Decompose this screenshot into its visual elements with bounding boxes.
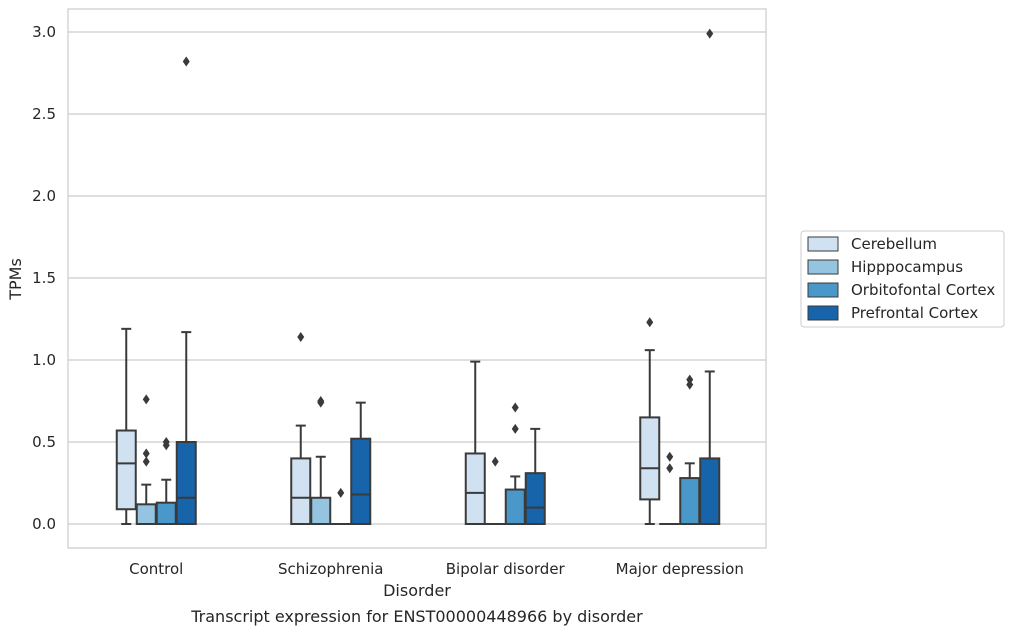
box-orbitofontal-cortex bbox=[155, 437, 177, 525]
y-tick-label: 2.0 bbox=[32, 187, 56, 205]
box-body bbox=[699, 457, 721, 525]
outlier-point bbox=[511, 402, 519, 413]
x-tick-label: Major depression bbox=[616, 560, 744, 578]
legend-swatch bbox=[807, 259, 839, 275]
box-body bbox=[639, 416, 661, 501]
outlier-point bbox=[666, 451, 674, 462]
legend-swatch bbox=[807, 236, 839, 252]
box-body bbox=[175, 441, 197, 525]
boxes bbox=[115, 28, 721, 526]
box-body bbox=[155, 501, 177, 525]
outlier-point bbox=[162, 437, 170, 447]
outlier-point bbox=[491, 456, 499, 467]
box-body bbox=[504, 488, 526, 525]
outlier-point bbox=[317, 396, 325, 406]
y-tick-label: 0.5 bbox=[32, 433, 56, 451]
legend-label: Hipppocampus bbox=[851, 258, 963, 276]
outlier-point bbox=[142, 394, 150, 405]
legend-frame bbox=[800, 230, 1005, 328]
x-tick-label: Control bbox=[129, 560, 183, 578]
box-prefrontal-cortex bbox=[524, 427, 546, 526]
box-cerebellum bbox=[464, 360, 486, 526]
legend-swatch bbox=[807, 282, 839, 298]
box-hipppocampus bbox=[310, 396, 332, 526]
y-tick-label: 1.5 bbox=[32, 269, 56, 287]
box-cerebellum bbox=[115, 327, 137, 525]
box-body bbox=[290, 457, 312, 525]
box-body bbox=[115, 429, 137, 511]
box-prefrontal-cortex bbox=[350, 401, 372, 525]
outlier-point bbox=[142, 448, 150, 459]
box-hipppocampus bbox=[659, 451, 681, 526]
y-tick-label: 2.5 bbox=[32, 105, 56, 123]
y-tick-labels: 0.0 0.5 1.0 1.5 2.0 2.5 3.0 bbox=[32, 23, 56, 533]
y-tick-label: 1.0 bbox=[32, 351, 56, 369]
legend: Cerebellum Hipppocampus Orbitofontal Corte… bbox=[800, 230, 1005, 328]
box-orbitofontal-cortex bbox=[679, 374, 701, 525]
figure-caption: Transcript expression for ENST0000044896… bbox=[190, 607, 643, 626]
box-orbitofontal-cortex bbox=[330, 487, 352, 526]
outlier-point bbox=[337, 487, 345, 498]
legend-label: Orbitofontal Cortex bbox=[851, 281, 995, 299]
y-tick-label: 3.0 bbox=[32, 23, 56, 41]
outlier-point bbox=[297, 332, 305, 343]
outlier-point bbox=[182, 56, 190, 67]
x-tick-labels: Control Schizophrenia Bipolar disorder Majo… bbox=[129, 560, 744, 578]
y-tick-label: 0.0 bbox=[32, 515, 56, 533]
outlier-point bbox=[142, 456, 150, 467]
box-prefrontal-cortex bbox=[699, 28, 721, 525]
box-body bbox=[350, 437, 372, 525]
outlier-point bbox=[646, 317, 654, 328]
box-body bbox=[135, 503, 157, 526]
x-tick-label: Bipolar disorder bbox=[446, 560, 566, 578]
grid-lines bbox=[68, 31, 766, 525]
outlier-point bbox=[666, 463, 674, 474]
box-body bbox=[679, 477, 701, 525]
y-axis-label: TPMs bbox=[6, 258, 25, 301]
box-hipppocampus bbox=[484, 456, 506, 526]
box-cerebellum bbox=[290, 332, 312, 525]
legend-label: Prefrontal Cortex bbox=[851, 304, 978, 322]
x-tick-label: Schizophrenia bbox=[278, 560, 383, 578]
box-body bbox=[464, 452, 486, 526]
x-axis-label: Disorder bbox=[383, 581, 451, 600]
outlier-point bbox=[511, 423, 519, 434]
box-body bbox=[524, 472, 546, 526]
box-prefrontal-cortex bbox=[175, 56, 197, 525]
box-orbitofontal-cortex bbox=[504, 402, 526, 525]
outlier-point bbox=[706, 28, 714, 39]
box-cerebellum bbox=[639, 317, 661, 525]
box-body bbox=[310, 496, 332, 526]
outlier-point bbox=[686, 374, 694, 385]
box-hipppocampus bbox=[135, 394, 157, 526]
legend-label: Cerebellum bbox=[851, 235, 937, 253]
plot-area-frame bbox=[67, 8, 767, 549]
legend-swatch bbox=[807, 305, 839, 321]
